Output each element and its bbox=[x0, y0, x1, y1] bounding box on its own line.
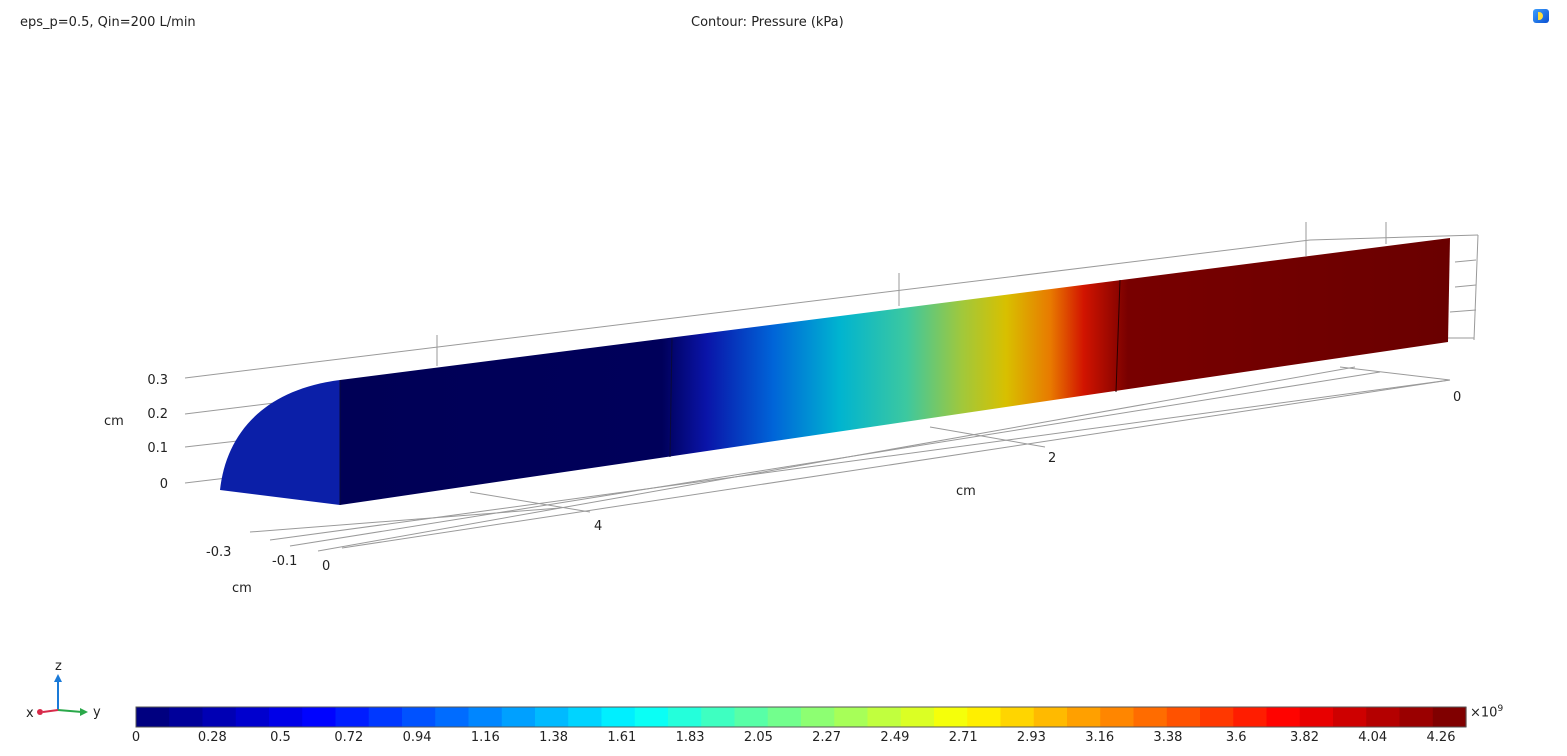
colorbar-segment bbox=[1432, 707, 1467, 727]
colorbar-segment bbox=[1333, 707, 1367, 727]
colorbar-tick-8: 1.61 bbox=[607, 730, 636, 745]
colorbar-tick-20: 4.26 bbox=[1427, 730, 1456, 745]
colorbar-segment bbox=[668, 707, 702, 727]
colorbar-tick-3: 0.5 bbox=[270, 730, 291, 745]
z-tick-3: 0.1 bbox=[147, 441, 168, 456]
colorbar-tick-9: 1.83 bbox=[676, 730, 705, 745]
colorbar-segment bbox=[1166, 707, 1201, 727]
colorbar-segment bbox=[368, 707, 403, 727]
colorbar-segment bbox=[1200, 707, 1234, 727]
colorbar-segment bbox=[801, 707, 835, 727]
colorbar bbox=[135, 706, 1467, 728]
colorbar-segment bbox=[1000, 707, 1035, 727]
colorbar-segment bbox=[734, 707, 769, 727]
colorbar-tick-2: 0.28 bbox=[198, 730, 227, 745]
colorbar-segment bbox=[535, 707, 569, 727]
z-tick-2: 0.2 bbox=[147, 407, 168, 422]
x-tick-2: -0.1 bbox=[272, 554, 297, 569]
colorbar-tick-19: 4.04 bbox=[1358, 730, 1387, 745]
z-tick-4: 0 bbox=[160, 477, 168, 492]
y-tick-2: 2 bbox=[1048, 451, 1056, 466]
colorbar-segment bbox=[1266, 707, 1301, 727]
colorbar-tick-4: 0.72 bbox=[334, 730, 363, 745]
parameters-label: eps_p=0.5, Qin=200 L/min bbox=[20, 15, 196, 30]
colorbar-segment bbox=[1233, 707, 1268, 727]
colorbar-segment bbox=[335, 707, 370, 727]
colorbar-segment bbox=[468, 707, 503, 727]
colorbar-segment bbox=[934, 707, 968, 727]
axis-frame bbox=[184, 222, 1479, 552]
colorbar-segment bbox=[435, 707, 470, 727]
colorbar-segment bbox=[169, 707, 204, 727]
colorbar-tick-1: 0 bbox=[132, 730, 140, 745]
y-tick-3: 0 bbox=[1453, 390, 1461, 405]
colorbar-tick-13: 2.71 bbox=[949, 730, 978, 745]
colorbar-segment bbox=[1366, 707, 1401, 727]
colorbar-segment bbox=[1033, 707, 1068, 727]
colorbar-ticks: 0 0.28 0.5 0.72 0.94 1.16 1.38 1.61 1.83 2.05 2.27… bbox=[132, 730, 1456, 745]
z-axis-labels: 0.3 0.2 0.1 0 bbox=[147, 373, 168, 492]
colorbar-segment bbox=[900, 707, 935, 727]
colorbar-exponent: ×109 bbox=[1470, 704, 1504, 721]
plot-title: Contour: Pressure (kPa) bbox=[691, 15, 844, 30]
colorbar-segment bbox=[1133, 707, 1168, 727]
triad-x-label: x bbox=[26, 706, 34, 721]
colorbar-tick-5: 0.94 bbox=[403, 730, 432, 745]
colorbar-segment bbox=[834, 707, 869, 727]
colorbar-tick-10: 2.05 bbox=[744, 730, 773, 745]
triad-y-label: y bbox=[93, 705, 101, 720]
colorbar-segment bbox=[302, 707, 337, 727]
colorbar-tick-7: 1.38 bbox=[539, 730, 568, 745]
colorbar-tick-18: 3.82 bbox=[1290, 730, 1319, 745]
x-tick-1: -0.3 bbox=[206, 545, 231, 560]
x-tick-3: 0 bbox=[322, 559, 330, 574]
orientation-triad: z x y bbox=[26, 659, 101, 721]
colorbar-segment bbox=[967, 707, 1002, 727]
y-tick-1: 4 bbox=[594, 519, 602, 534]
colorbar-segment bbox=[202, 707, 237, 727]
colorbar-tick-12: 2.49 bbox=[880, 730, 909, 745]
triad-z-label: z bbox=[55, 659, 62, 674]
colorbar-segment bbox=[867, 707, 902, 727]
colorbar-tick-11: 2.27 bbox=[812, 730, 841, 745]
colorbar-segment bbox=[701, 707, 736, 727]
app-logo-icon[interactable] bbox=[1533, 9, 1549, 23]
colorbar-segment bbox=[235, 707, 270, 727]
colorbar-segment bbox=[634, 707, 669, 727]
colorbar-tick-16: 3.38 bbox=[1153, 730, 1182, 745]
colorbar-segment bbox=[767, 707, 802, 727]
inlet-end-face bbox=[220, 380, 340, 505]
pressure-contour-body[interactable] bbox=[220, 238, 1450, 505]
colorbar-segment bbox=[501, 707, 536, 727]
colorbar-frame bbox=[135, 706, 1467, 728]
z-tick-1: 0.3 bbox=[147, 373, 168, 388]
z-axis-unit: cm bbox=[104, 414, 124, 429]
x-axis-unit: cm bbox=[232, 581, 252, 596]
colorbar-segment bbox=[1399, 707, 1434, 727]
colorbar-segment bbox=[601, 707, 636, 727]
colorbar-tick-17: 3.6 bbox=[1226, 730, 1247, 745]
colorbar-segment bbox=[1067, 707, 1101, 727]
colorbar-segment bbox=[269, 707, 303, 727]
colorbar-tick-14: 2.93 bbox=[1017, 730, 1046, 745]
colorbar-segment bbox=[136, 707, 170, 727]
colorbar-segment bbox=[568, 707, 603, 727]
colorbar-segment bbox=[402, 707, 436, 727]
colorbar-tick-15: 3.16 bbox=[1085, 730, 1114, 745]
y-axis-unit: cm bbox=[956, 484, 976, 499]
pressure-surface-side bbox=[340, 238, 1450, 505]
colorbar-tick-6: 1.16 bbox=[471, 730, 500, 745]
colorbar-segment bbox=[1299, 707, 1334, 727]
colorbar-segment bbox=[1100, 707, 1135, 727]
